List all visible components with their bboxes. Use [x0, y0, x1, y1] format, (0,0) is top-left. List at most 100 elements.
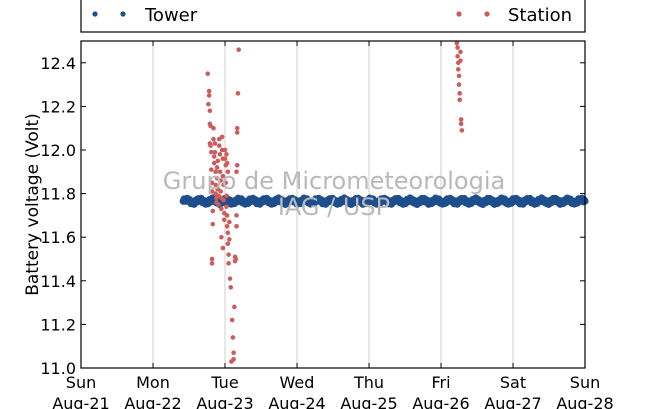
tower-series: [179, 194, 589, 209]
station-point: [218, 189, 223, 194]
station-point: [214, 165, 220, 170]
legend-entry-tower: Tower: [92, 5, 198, 26]
station-point: [211, 160, 217, 166]
station-point: [224, 204, 229, 209]
station-point: [231, 350, 236, 356]
station-point: [219, 234, 224, 240]
station-point: [224, 152, 229, 157]
station-point: [458, 121, 464, 127]
station-point: [209, 256, 215, 262]
station-point: [234, 169, 239, 175]
station-point: [458, 58, 463, 63]
watermark-line-1: Grupo de Micrometeorologia: [163, 167, 505, 195]
legend-marker-tower: [92, 11, 98, 17]
y-tick-label: 12.0: [40, 141, 76, 160]
station-point: [216, 143, 222, 148]
legend-label-tower: Tower: [144, 5, 198, 26]
legend-marker-station: [484, 11, 490, 17]
x-tick-label-date: Aug-26: [412, 394, 469, 409]
station-point: [213, 169, 218, 175]
station-point: [224, 224, 230, 229]
station-point: [215, 158, 221, 164]
x-tick-label-date: Aug-23: [196, 394, 253, 409]
station-point: [216, 202, 221, 207]
x-tick-label-date: Aug-28: [556, 394, 613, 409]
station-point: [209, 167, 214, 172]
station-point: [212, 149, 218, 155]
x-axis: Sun Aug-21 Mon Aug-22 Tue Aug-23 Wed Aug-24 Thu A…: [52, 41, 614, 409]
x-tick-label-day: Wed: [280, 373, 315, 392]
y-tick-label: 12.2: [40, 97, 76, 116]
x-tick-label-date: Aug-22: [124, 394, 181, 409]
station-point: [455, 53, 460, 59]
station-point: [227, 276, 233, 281]
x-tick-label-date: Aug-21: [52, 394, 109, 409]
legend-marker-tower: [120, 11, 126, 17]
station-point: [229, 317, 235, 323]
station-point: [228, 285, 234, 290]
station-point: [221, 197, 226, 203]
station-series: [205, 40, 465, 364]
station-point: [230, 335, 236, 340]
station-point: [456, 82, 462, 87]
station-point: [223, 180, 229, 185]
watermark: Grupo de Micrometeorologia IAG / USP: [163, 167, 505, 221]
y-tick-label: 11.6: [40, 228, 76, 247]
station-point: [229, 359, 234, 364]
y-tick-label: 11.4: [40, 272, 76, 291]
station-point: [455, 67, 461, 72]
station-point: [206, 101, 211, 107]
x-tick-label-day: Sat: [500, 373, 526, 392]
y-tick-label: 12.4: [40, 54, 76, 73]
station-point: [205, 71, 211, 76]
y-axis: 11.0 11.2 11.4 11.6 11.8 12.0 12.2 12.4: [40, 54, 585, 378]
station-point: [209, 261, 215, 266]
station-point: [209, 189, 215, 194]
station-point: [212, 141, 218, 146]
legend: Tower Station: [80, 0, 586, 33]
station-point: [454, 40, 460, 46]
station-point: [220, 173, 226, 179]
station-point: [225, 230, 231, 236]
station-point: [225, 241, 231, 247]
legend-label-station: Station: [508, 5, 572, 26]
x-tick-label-day: Fri: [431, 373, 450, 392]
x-tick-label-date: Aug-27: [484, 394, 541, 409]
x-tick-label-day: Sun: [66, 373, 96, 392]
station-point: [217, 169, 223, 175]
station-point: [222, 156, 228, 162]
station-point: [234, 224, 239, 229]
station-point: [234, 213, 239, 218]
legend-box: [80, 0, 586, 33]
station-point: [218, 178, 223, 183]
station-point: [219, 134, 225, 140]
station-point: [211, 154, 217, 159]
x-tick-label-day: Sun: [570, 373, 600, 392]
station-point: [458, 117, 464, 122]
station-point: [211, 136, 216, 142]
station-point: [211, 125, 216, 131]
x-tick-label-day: Tue: [210, 373, 238, 392]
station-point: [207, 108, 213, 114]
station-point: [206, 93, 212, 98]
station-point: [224, 160, 230, 166]
station-point: [458, 49, 463, 55]
station-point: [233, 256, 239, 262]
station-point: [234, 162, 240, 168]
plot-frame: [80, 40, 586, 369]
station-point: [234, 125, 240, 131]
y-tick-label: 11.0: [40, 359, 76, 378]
station-point: [206, 88, 212, 94]
station-point: [235, 91, 241, 96]
station-point: [224, 213, 230, 218]
station-point: [459, 128, 465, 133]
station-point: [214, 176, 220, 181]
legend-marker-station: [456, 11, 462, 17]
y-tick-label: 11.8: [40, 185, 76, 204]
station-point: [232, 304, 237, 310]
station-point: [227, 219, 232, 225]
station-point: [217, 152, 223, 157]
station-point: [208, 143, 213, 148]
watermark-line-2: IAG / USP: [278, 193, 390, 221]
